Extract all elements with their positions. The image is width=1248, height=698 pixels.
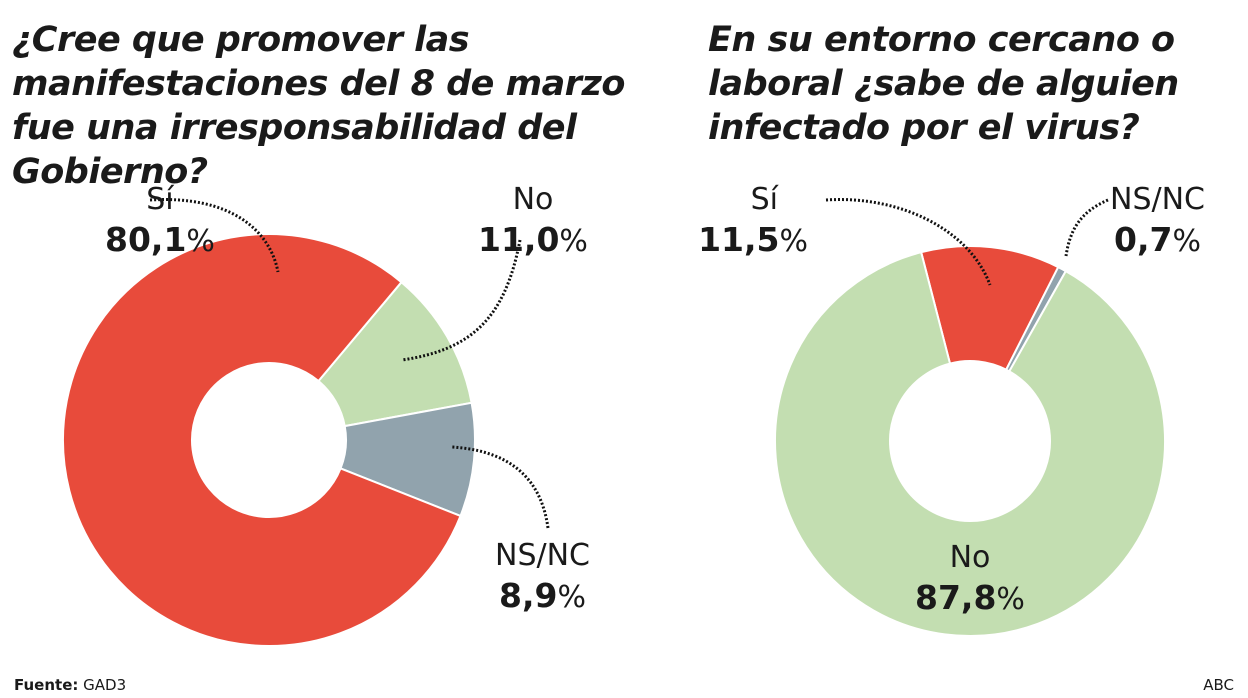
- credit: ABC: [1203, 676, 1234, 694]
- label-nsnc-2: NS/NC 0,7%: [1110, 182, 1205, 259]
- leader-nsnc-1: [451, 445, 550, 529]
- label-nsnc-1: NS/NC 8,9%: [495, 538, 590, 615]
- chart-2-title: En su entorno cercano o laboral ¿sabe de…: [708, 20, 1179, 148]
- slice-no-chart-2: [774, 250, 1166, 637]
- label-no-2: No 87,8%: [915, 540, 1025, 617]
- chart-1-title: ¿Cree que promover las manifestaciones d…: [12, 20, 625, 192]
- label-si-2: Sí 11,5%: [698, 182, 808, 259]
- leader-no-1: [401, 239, 522, 362]
- leader-si-2: [825, 198, 992, 286]
- source-note: Fuente: GAD3: [14, 676, 127, 694]
- label-no-1: No 11,0%: [478, 182, 588, 259]
- label-si-1: Sí 80,1%: [105, 182, 215, 259]
- slice-s-chart-1: [62, 233, 462, 647]
- slice-s-chart-2: [919, 245, 1060, 371]
- leader-nsnc-2: [1064, 198, 1109, 257]
